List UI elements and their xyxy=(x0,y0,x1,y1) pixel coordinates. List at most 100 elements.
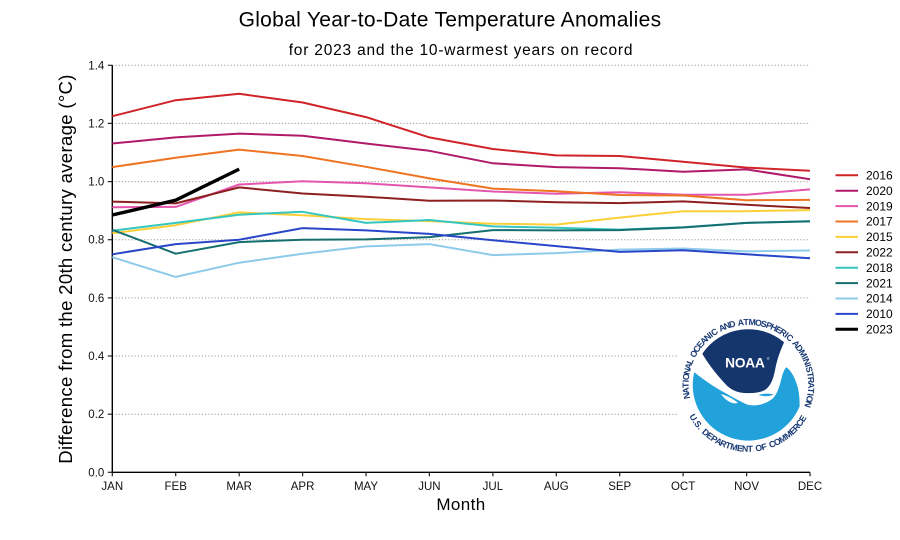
svg-text:C: C xyxy=(691,343,703,354)
svg-text:U: U xyxy=(687,412,699,423)
svg-text:N: N xyxy=(742,444,749,454)
svg-text:E: E xyxy=(694,339,706,350)
svg-text:I: I xyxy=(803,363,813,368)
svg-text:NOV: NOV xyxy=(734,481,759,493)
svg-text:N: N xyxy=(681,367,692,375)
svg-text:2010: 2010 xyxy=(866,307,893,321)
svg-text:S: S xyxy=(692,419,704,430)
svg-text:E: E xyxy=(705,430,716,442)
svg-text:A: A xyxy=(717,322,728,334)
svg-text:E: E xyxy=(736,443,743,454)
svg-text:.: . xyxy=(691,417,701,425)
svg-text:N: N xyxy=(722,320,731,332)
svg-text:AUG: AUG xyxy=(544,481,569,493)
svg-text:.: . xyxy=(696,423,705,431)
svg-text:M: M xyxy=(777,433,789,445)
svg-text:APR: APR xyxy=(291,481,315,493)
svg-text:I: I xyxy=(707,330,715,339)
svg-text:SEP: SEP xyxy=(608,481,631,493)
svg-text:1.4: 1.4 xyxy=(88,60,105,72)
svg-text:JAN: JAN xyxy=(101,481,123,493)
svg-text:1.2: 1.2 xyxy=(88,118,104,130)
svg-text:M: M xyxy=(748,317,756,327)
svg-text:Difference from the 20th centu: Difference from the 20th century average… xyxy=(55,74,76,464)
svg-text:O: O xyxy=(755,442,764,453)
svg-text:R: R xyxy=(790,421,802,433)
svg-text:N: N xyxy=(681,392,692,400)
svg-text:for 2023 and the 10-warmest ye: for 2023 and the 10-warmest years on rec… xyxy=(289,42,634,59)
svg-text:2017: 2017 xyxy=(866,215,893,229)
svg-text:D: D xyxy=(700,427,711,439)
svg-text:P: P xyxy=(765,320,774,331)
svg-text:A: A xyxy=(806,382,816,389)
svg-text:T: T xyxy=(724,440,733,451)
svg-text:C: C xyxy=(794,417,806,429)
svg-text:0.8: 0.8 xyxy=(88,235,104,247)
svg-text:A: A xyxy=(683,361,695,371)
svg-text:R: R xyxy=(778,327,789,339)
svg-text:Global Year-to-Date Temperatur: Global Year-to-Date Temperature Anomalie… xyxy=(239,9,662,32)
svg-text:2020: 2020 xyxy=(866,184,893,198)
svg-text:A: A xyxy=(737,317,745,328)
svg-text:2021: 2021 xyxy=(866,276,893,290)
svg-text:M: M xyxy=(729,441,738,452)
svg-text:T: T xyxy=(806,387,817,394)
svg-text:2016: 2016 xyxy=(866,169,893,183)
svg-text:D: D xyxy=(794,343,806,354)
svg-text:O: O xyxy=(754,317,763,328)
svg-text:E: E xyxy=(774,324,784,336)
svg-text:O: O xyxy=(804,394,815,403)
svg-text:N: N xyxy=(801,357,813,367)
svg-text:0.6: 0.6 xyxy=(88,293,104,305)
svg-text:®: ® xyxy=(767,357,770,361)
svg-text:2019: 2019 xyxy=(866,199,893,213)
svg-text:OCT: OCT xyxy=(671,481,695,493)
svg-text:T: T xyxy=(743,317,749,327)
svg-text:M: M xyxy=(797,348,809,359)
svg-text:S: S xyxy=(804,365,815,373)
svg-text:I: I xyxy=(805,393,815,397)
svg-text:R: R xyxy=(718,438,728,450)
svg-text:P: P xyxy=(709,433,719,445)
svg-text:2022: 2022 xyxy=(866,246,893,260)
svg-text:2015: 2015 xyxy=(866,230,893,244)
svg-text:E: E xyxy=(797,413,809,423)
svg-text:S: S xyxy=(760,318,768,329)
svg-text:C: C xyxy=(767,438,777,450)
svg-text:I: I xyxy=(783,330,791,339)
svg-text:0.4: 0.4 xyxy=(88,351,105,363)
svg-text:C: C xyxy=(709,326,720,338)
svg-text:N: N xyxy=(802,400,813,409)
svg-text:JUN: JUN xyxy=(418,481,440,493)
svg-text:D: D xyxy=(728,318,737,329)
svg-text:MAR: MAR xyxy=(226,481,252,493)
svg-text:O: O xyxy=(681,373,692,381)
svg-text:0.0: 0.0 xyxy=(88,467,104,479)
svg-text:T: T xyxy=(681,382,691,388)
svg-text:O: O xyxy=(688,348,700,359)
svg-text:I: I xyxy=(681,380,691,383)
svg-text:0.2: 0.2 xyxy=(88,409,104,421)
svg-text:I: I xyxy=(800,355,810,361)
svg-text:DEC: DEC xyxy=(798,481,822,493)
svg-text:Month: Month xyxy=(436,495,485,514)
svg-text:T: T xyxy=(805,371,816,379)
svg-text:JUL: JUL xyxy=(483,481,504,493)
svg-text:O: O xyxy=(772,436,783,448)
svg-text:N: N xyxy=(702,331,713,343)
svg-text:NOAA: NOAA xyxy=(725,355,765,370)
svg-text:T: T xyxy=(747,444,753,454)
svg-text:R: R xyxy=(806,376,817,384)
svg-text:FEB: FEB xyxy=(165,481,188,493)
svg-text:F: F xyxy=(760,441,768,452)
svg-text:MAY: MAY xyxy=(354,481,378,493)
svg-text:2023: 2023 xyxy=(866,323,893,337)
svg-text:C: C xyxy=(784,332,796,344)
svg-text:2014: 2014 xyxy=(866,292,893,306)
svg-text:A: A xyxy=(714,436,725,448)
svg-text:H: H xyxy=(769,322,779,334)
svg-text:1.0: 1.0 xyxy=(88,177,104,189)
svg-text:L: L xyxy=(684,357,696,366)
svg-text:E: E xyxy=(787,425,798,436)
svg-text:2018: 2018 xyxy=(866,261,893,275)
